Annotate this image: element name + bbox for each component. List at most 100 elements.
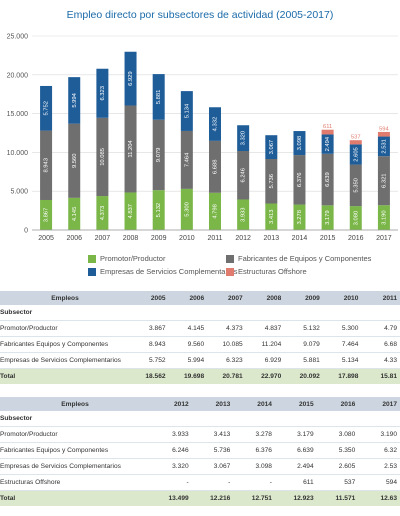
- bar-segment: [124, 51, 137, 106]
- bar-segment: [96, 68, 109, 118]
- data-label: 2.494: [325, 136, 331, 151]
- x-tick-label: 2007: [95, 235, 111, 242]
- row-label: Fabricantes Equipos y Componentes: [0, 336, 130, 353]
- data-label: 5.881: [156, 90, 162, 105]
- table-cell: 12.63: [358, 490, 400, 506]
- x-tick-label: 2015: [320, 235, 336, 242]
- data-label: 5.736: [269, 174, 275, 189]
- table-cell: 17.898: [322, 368, 362, 384]
- data-label: 9.560: [72, 153, 78, 168]
- legend-label: Fabricantes de Equipos y Componentes: [238, 254, 372, 263]
- table-cell: 6.929: [245, 352, 285, 369]
- data-label: 4.145: [72, 207, 78, 222]
- table-header-cell: 2010: [322, 291, 362, 305]
- data-label: 5.134: [184, 103, 190, 118]
- bar-segment: [237, 125, 250, 152]
- bar-segment: [68, 77, 81, 124]
- bar-segment: [124, 105, 137, 193]
- table-cell: 4.79: [361, 320, 400, 337]
- data-label: 11.204: [128, 140, 134, 158]
- table-row: Fabricantes Equipos y Componentes 8.943 …: [0, 336, 400, 353]
- y-tick-label: 20.000: [7, 72, 29, 79]
- bar-segment: [237, 199, 250, 230]
- bar-segment: [152, 119, 165, 191]
- table-header-cell: Empleos: [0, 397, 150, 411]
- bar-segment: [321, 129, 334, 135]
- table-header-cell: 2013: [191, 397, 234, 411]
- data-label: 5.132: [156, 203, 162, 218]
- data-label: 7.464: [184, 152, 190, 167]
- subsector-label: Subsector: [0, 305, 400, 321]
- data-label: 594: [379, 126, 389, 132]
- table-cell: -: [233, 474, 275, 491]
- bar-segment: [96, 117, 109, 197]
- x-tick-label: 2014: [292, 235, 308, 242]
- legend-label: Promotor/Productor: [100, 254, 166, 263]
- table-cell: 6.246: [150, 442, 192, 459]
- table-cell: 6.32: [358, 442, 400, 459]
- bar-segment: [349, 144, 362, 165]
- row-label: Empresas de Servicios Complementarios: [0, 458, 150, 475]
- table-row: Empresas de Servicios Complementarios 5.…: [0, 352, 400, 369]
- table-cell: 6.323: [207, 352, 246, 369]
- table-cell: 20.092: [284, 368, 323, 384]
- table-header-row: Empleos 2005 2006 2007 2008 2009 2010 20…: [0, 291, 400, 305]
- y-tick-label: 15.000: [7, 111, 29, 118]
- table-row: Promotor/Productor 3.867 4.145 4.373 4.8…: [0, 320, 400, 337]
- y-tick-label: 10.000: [7, 150, 29, 157]
- table-cell: 22.970: [245, 368, 285, 384]
- bar-segment: [40, 85, 53, 131]
- table-header-cell: 2014: [233, 397, 275, 411]
- table-cell: 6.639: [274, 442, 317, 459]
- bar-segment: [209, 107, 221, 141]
- table-row: Fabricantes Equipos y Componentes 6.246 …: [0, 442, 400, 459]
- legend-swatch: [226, 254, 234, 263]
- table-cell: 5.994: [168, 352, 208, 369]
- table-cell: 3.067: [191, 458, 234, 475]
- bar-segment: [180, 91, 193, 131]
- bar-segment: [152, 74, 165, 120]
- table-cell: 12.923: [274, 490, 317, 506]
- table-cell: 4.145: [168, 320, 208, 337]
- data-label: 2.531: [381, 139, 387, 154]
- y-tick-label: 25.000: [7, 34, 29, 41]
- data-label: 6.376: [297, 173, 303, 188]
- data-label: 3.080: [353, 211, 359, 226]
- table-cell: 6.68: [361, 336, 400, 353]
- table-cell: 5.350: [316, 442, 359, 459]
- data-label: 3.867: [44, 208, 50, 223]
- bar-segment: [377, 131, 390, 137]
- data-label: 3.067: [269, 140, 275, 155]
- x-tick-label: 2013: [264, 235, 280, 242]
- x-tick-label: 2005: [38, 235, 54, 242]
- subsector-row: Subsector: [0, 411, 400, 427]
- data-label: 3.098: [297, 136, 303, 151]
- legend-label: Empresas de Servicios Complementarios: [100, 267, 238, 276]
- data-label: 537: [351, 135, 361, 141]
- table-cell: 4.837: [245, 320, 285, 337]
- table-cell: 10.085: [207, 336, 246, 353]
- bar-segment: [377, 205, 390, 230]
- table-header-row: Empleos 2012 2013 2014 2015 2016 2017: [0, 397, 400, 411]
- table-cell: 7.464: [322, 336, 362, 353]
- bar-segment: [237, 151, 250, 200]
- data-label: 8.943: [44, 158, 50, 173]
- bar-segment: [96, 196, 109, 230]
- bar-segment: [293, 204, 306, 230]
- bar-segment: [40, 199, 53, 230]
- x-tick-label: 2006: [66, 235, 82, 242]
- table-header-cell: 2017: [358, 397, 400, 411]
- data-label: 5.350: [353, 178, 359, 193]
- data-label: 6.321: [381, 173, 387, 188]
- bar-segment: [265, 203, 278, 230]
- data-label: 4.373: [100, 206, 106, 221]
- table-cell: 4.373: [207, 320, 246, 337]
- table-row: Estructuras Offshore - - - 611 537 594: [0, 474, 400, 491]
- legend-swatch: [226, 267, 234, 276]
- table-cell: 2.494: [274, 458, 317, 475]
- table-header-cell: 2009: [284, 291, 323, 305]
- table-cell: 2.605: [316, 458, 359, 475]
- bar-segment: [377, 136, 390, 157]
- bar-segment: [265, 135, 278, 160]
- data-label: 3.320: [241, 131, 247, 146]
